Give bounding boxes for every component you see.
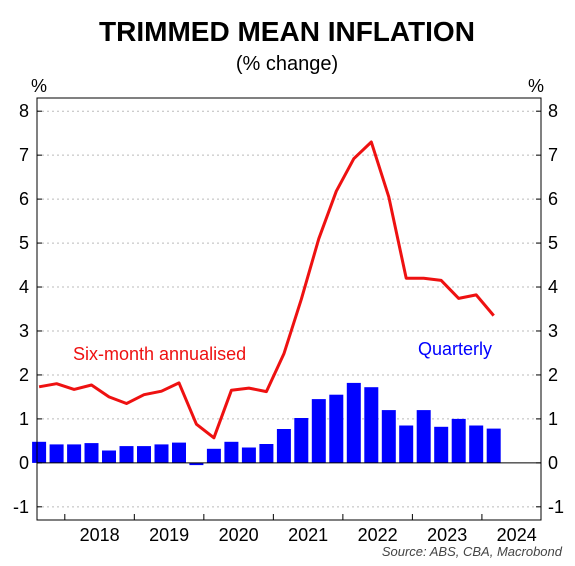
y-tick-label-left: 0 <box>19 453 29 473</box>
y-tick-label-right: 3 <box>548 321 558 341</box>
x-axis: 2018 2019 2020 2021 2022 2023 2024 <box>64 514 537 545</box>
y-tick-label-right: 7 <box>548 145 558 165</box>
quarterly-bars <box>32 382 501 466</box>
plot-frame <box>36 97 542 521</box>
y-tick-label-left: 5 <box>19 233 29 253</box>
y-tick-label-right: 5 <box>548 233 558 253</box>
bar-2022-Q2 <box>381 410 396 463</box>
bar-2022-Q3 <box>399 425 414 463</box>
x-tick-label-2022: 2022 <box>358 525 398 545</box>
bar-2020-Q4 <box>276 429 291 463</box>
y-unit-right: % <box>528 76 544 96</box>
bar-2018-Q4 <box>137 446 151 463</box>
bar-2018-Q3 <box>119 446 134 463</box>
bar-2023-Q2 <box>451 418 466 463</box>
bar-2020-Q2 <box>241 447 256 463</box>
x-tick-label-2018: 2018 <box>80 525 120 545</box>
x-tick-label-2023: 2023 <box>427 525 467 545</box>
annotation-six-month: Six-month annualised <box>73 344 246 364</box>
bar-2019-Q2 <box>172 442 186 463</box>
y-tick-label-left: 1 <box>19 409 29 429</box>
six-month-annualised-series <box>38 140 495 440</box>
bar-2018-Q2 <box>102 450 116 463</box>
x-tick-label-2021: 2021 <box>288 525 328 545</box>
gridlines <box>37 110 541 508</box>
y-tick-label-right: 1 <box>548 409 558 429</box>
bar-2021-Q3 <box>329 394 344 463</box>
y-axis-right: -1 0 1 2 3 4 5 6 7 8 <box>536 101 564 517</box>
bar-2023-Q4 <box>486 428 501 463</box>
x-tick-label-2020: 2020 <box>219 525 259 545</box>
y-tick-label-right: -1 <box>548 497 564 517</box>
bar-2019-Q1 <box>154 444 169 463</box>
y-tick-label-left: 8 <box>19 101 29 121</box>
bar-2021-Q4 <box>346 382 361 463</box>
bar-2022-Q1 <box>364 387 379 463</box>
six-month-annualised-line <box>38 140 495 440</box>
y-tick-label-left: 4 <box>19 277 29 297</box>
x-tick-label-2024: 2024 <box>497 525 537 545</box>
bar-2017-Q2 <box>32 441 47 463</box>
y-axis-left: -1 0 1 2 3 4 5 6 7 8 <box>13 101 42 517</box>
bar-2018-Q1 <box>84 443 99 463</box>
bar-2020-Q3 <box>259 444 274 463</box>
y-tick-label-left: 3 <box>19 321 29 341</box>
y-tick-label-right: 2 <box>548 365 558 385</box>
y-tick-label-left: 7 <box>19 145 29 165</box>
bar-2021-Q2 <box>311 399 326 463</box>
bar-2023-Q3 <box>469 425 484 463</box>
bar-2023-Q1 <box>434 426 449 463</box>
bar-2022-Q4 <box>416 410 431 463</box>
y-tick-label-right: 4 <box>548 277 558 297</box>
x-tick-label-2019: 2019 <box>149 525 189 545</box>
bar-2021-Q1 <box>294 418 309 463</box>
bar-2020-Q1 <box>224 441 239 463</box>
y-tick-label-left: 6 <box>19 189 29 209</box>
chart-subtitle: (% change) <box>236 53 338 75</box>
bar-2019-Q4 <box>206 448 221 463</box>
annotation-quarterly: Quarterly <box>418 339 492 359</box>
y-tick-label-left: -1 <box>13 497 29 517</box>
bar-2017-Q4 <box>67 444 82 463</box>
y-tick-label-right: 6 <box>548 189 558 209</box>
y-tick-label-left: 2 <box>19 365 29 385</box>
y-tick-label-right: 0 <box>548 453 558 473</box>
bar-2019-Q3 <box>189 462 204 466</box>
chart-title: TRIMMED MEAN INFLATION <box>99 16 475 47</box>
y-tick-label-right: 8 <box>548 101 558 121</box>
source-note: Source: ABS, CBA, Macrobond <box>382 544 563 559</box>
bar-2017-Q3 <box>49 444 64 463</box>
y-unit-left: % <box>31 76 47 96</box>
